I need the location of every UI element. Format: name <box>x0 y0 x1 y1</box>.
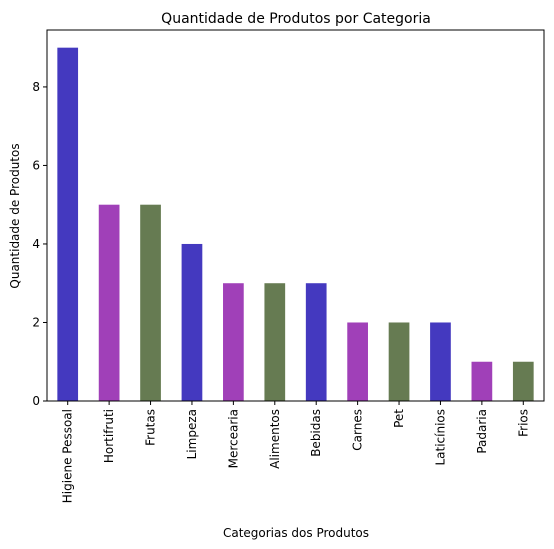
bars-group <box>57 47 534 402</box>
bar <box>347 322 368 401</box>
x-tick-label: Limpeza <box>185 409 199 459</box>
bar <box>98 204 120 401</box>
y-tick-label: 6 <box>32 158 40 172</box>
bar <box>388 322 410 401</box>
y-tick-label: 4 <box>32 237 40 251</box>
bar <box>140 204 161 401</box>
x-tick-label: Carnes <box>351 409 365 451</box>
x-tick-label: Frutas <box>144 409 158 446</box>
x-tick-label: Laticínios <box>433 409 447 466</box>
x-tick-label: Pet <box>392 409 406 428</box>
y-tick-label: 0 <box>32 394 40 408</box>
y-axis: 0 2 4 6 8 <box>32 80 47 408</box>
chart-title: Quantidade de Produtos por Categoria <box>161 11 431 27</box>
x-tick-label: Higiene Pessoal <box>61 409 75 503</box>
plot-frame <box>46 29 545 402</box>
x-axis: Higiene Pessoal Hortifruti Frutas Limpeza Me… <box>61 401 530 503</box>
x-tick-label: Padaria <box>475 409 489 454</box>
bar <box>223 283 244 401</box>
bar <box>305 283 327 401</box>
bar <box>57 47 79 402</box>
x-tick-label: Mercearia <box>226 409 240 468</box>
y-tick-label: 2 <box>32 315 40 329</box>
y-tick-label: 8 <box>32 80 40 94</box>
bar <box>471 361 493 401</box>
y-axis-label: Quantidade de Produtos <box>8 143 22 288</box>
x-tick-label: Hortifruti <box>102 409 116 463</box>
x-tick-label: Frios <box>516 409 530 437</box>
bar <box>264 283 286 401</box>
x-tick-label: Bebidas <box>309 409 323 457</box>
x-axis-label: Categorias dos Produtos <box>223 526 369 540</box>
bar <box>512 361 534 401</box>
bar <box>430 322 451 401</box>
bar <box>181 243 203 401</box>
x-tick-label: Alimentos <box>268 409 282 469</box>
